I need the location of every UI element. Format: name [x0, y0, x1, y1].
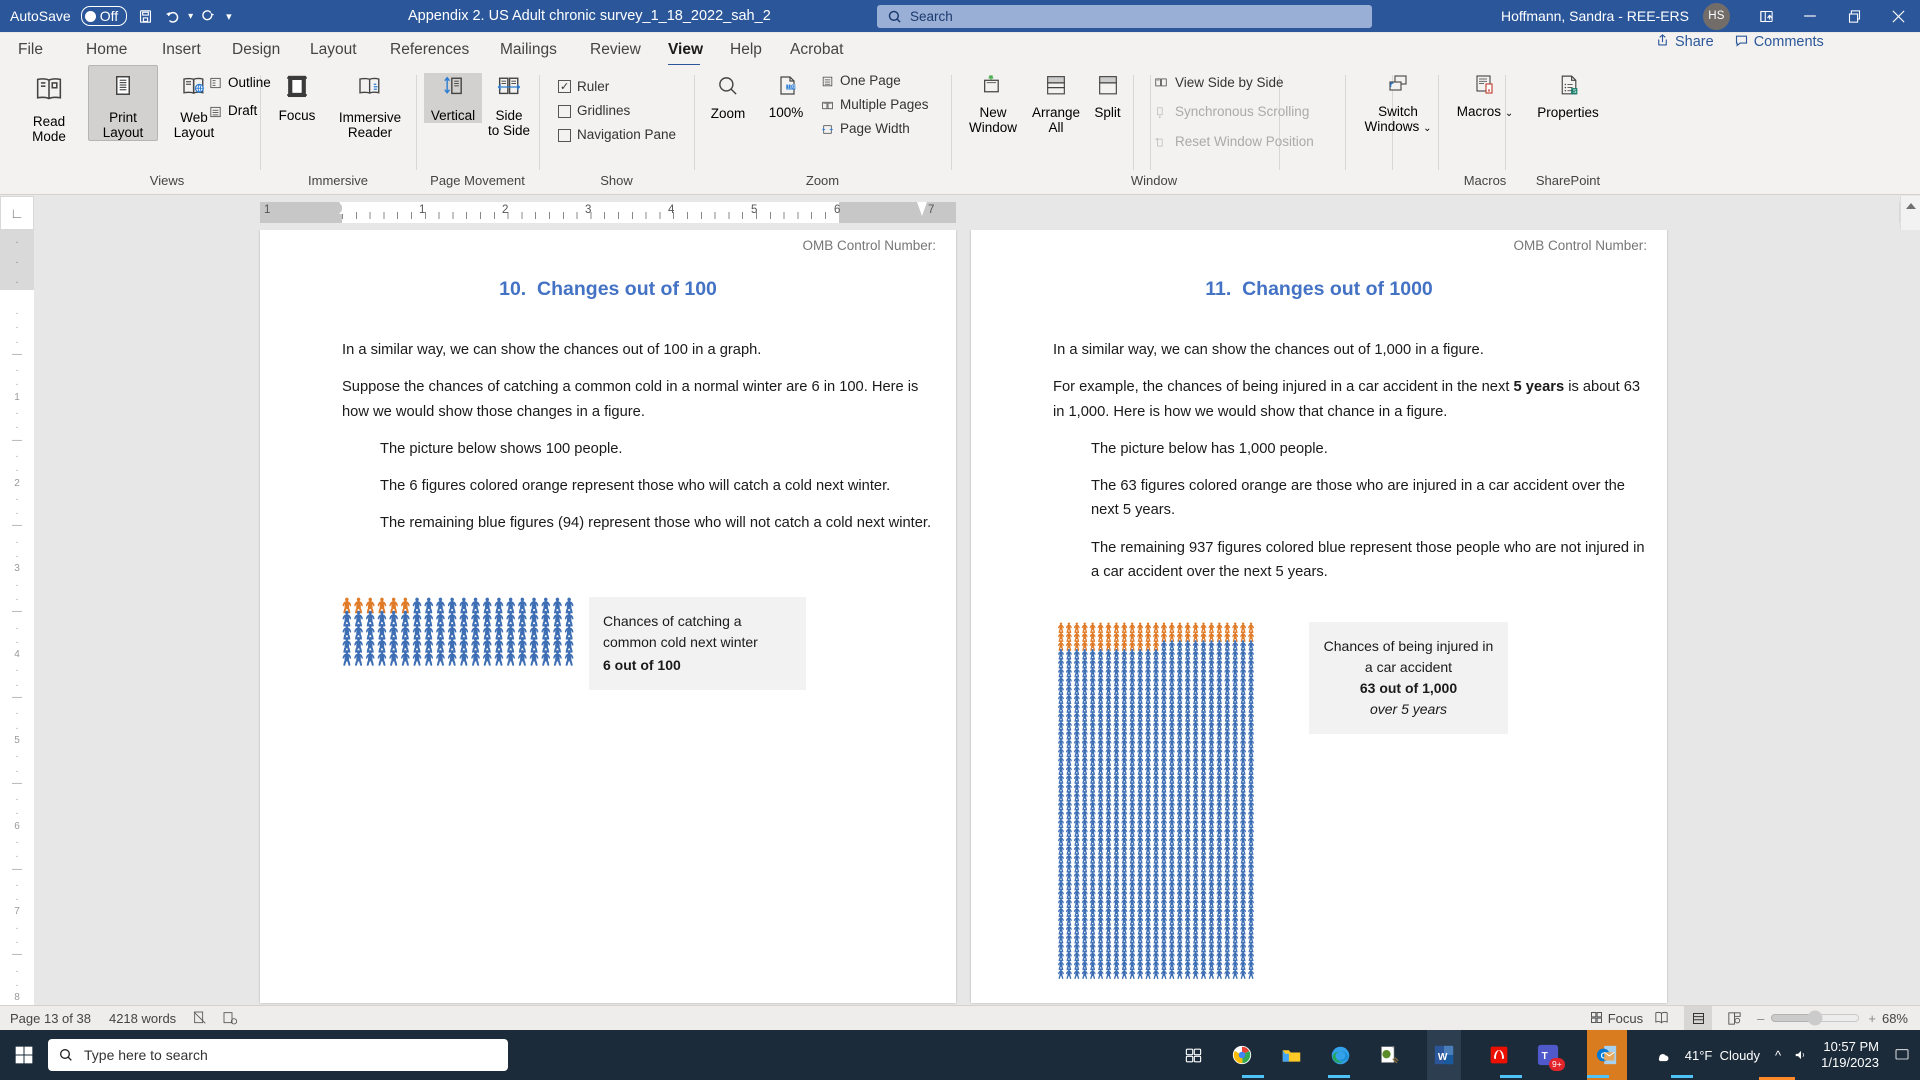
svg-text:100: 100 [787, 85, 796, 91]
svg-text:T: T [1541, 1051, 1548, 1062]
svg-text:S: S [1572, 89, 1576, 95]
svg-text:W: W [1438, 1052, 1448, 1063]
